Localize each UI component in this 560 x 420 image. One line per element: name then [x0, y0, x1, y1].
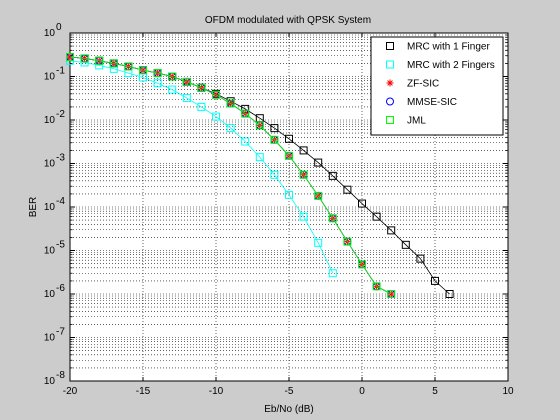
data-point-mrc-with-2-fingers: [255, 153, 264, 162]
y-tick-label: 10: [44, 246, 56, 257]
y-tick-exponent: -8: [56, 370, 65, 381]
data-point-mrc-with-1-finger: [401, 240, 410, 249]
x-axis-label: Eb/No (dB): [264, 404, 313, 415]
data-point-jml: [182, 77, 191, 86]
legend-item-zf-sic: ZF-SIC: [386, 79, 439, 90]
legend-label-mrc-with-2-fingers: MRC with 2 Fingers: [407, 60, 495, 71]
legend-label-mrc-with-1-finger: MRC with 1 Finger: [407, 42, 490, 53]
data-point-mrc-with-1-finger: [328, 171, 337, 180]
y-tick-label: 10: [44, 376, 56, 387]
data-point-jml: [153, 69, 162, 78]
data-point-mrc-with-2-fingers: [197, 102, 206, 111]
legend: MRC with 1 Finger MRC with 2 Fingers ZF-SI…: [370, 36, 504, 136]
data-point-mrc-with-1-finger: [270, 124, 279, 133]
y-tick-label: 10: [44, 289, 56, 300]
data-point-jml: [80, 54, 89, 63]
legend-item-mrc-with-1-finger: MRC with 1 Finger: [386, 42, 490, 53]
y-tick-exponent: -2: [56, 109, 65, 120]
data-point-jml: [168, 72, 177, 81]
x-tick-label: 5: [432, 386, 438, 397]
data-point-mrc-with-1-finger: [387, 226, 396, 235]
data-point-mrc-with-2-fingers: [212, 112, 220, 121]
data-point-mrc-with-2-fingers: [328, 269, 337, 278]
data-point-jml: [197, 83, 206, 92]
data-point-jml: [241, 109, 250, 118]
y-tick-exponent: -5: [56, 240, 65, 251]
legend-marker-mrc-with-2-fingers: [386, 60, 394, 69]
data-point-jml: [358, 260, 366, 269]
legend-item-mrc-with-2-fingers: MRC with 2 Fingers: [386, 60, 495, 71]
data-point-jml: [387, 290, 396, 298]
x-tick-label: 10: [502, 386, 514, 397]
y-tick-label: 10: [44, 28, 56, 39]
y-tick-label: 10: [44, 72, 56, 83]
y-tick-label: 10: [44, 333, 56, 344]
legend-label-zf-sic: ZF-SIC: [407, 79, 439, 90]
data-point-jml: [270, 135, 279, 144]
data-point-jml: [285, 151, 293, 160]
y-tick-exponent: -7: [56, 327, 65, 338]
x-tick-label: -20: [63, 386, 78, 397]
y-tick-exponent: -3: [56, 153, 65, 164]
x-tick-label: -5: [285, 386, 294, 397]
data-point-mrc-with-2-fingers: [270, 170, 279, 179]
data-point-mrc-with-2-fingers: [226, 124, 235, 133]
legend-label-jml: JML: [407, 116, 426, 127]
legend-marker-jml: [386, 116, 394, 124]
y-tick-exponent: -1: [56, 66, 65, 77]
y-tick-exponent: -6: [56, 283, 65, 294]
series-jml: [66, 53, 396, 298]
legend-item-mmse-sic: MMSE-SIC: [386, 97, 457, 108]
data-point-jml: [109, 59, 118, 68]
series-line-jml: [69, 56, 392, 295]
data-point-mrc-with-2-fingers: [153, 79, 162, 88]
legend-item-jml: JML: [386, 116, 426, 127]
data-point-mrc-with-1-finger: [343, 185, 352, 194]
data-point-jml: [66, 53, 74, 62]
y-tick-label: 10: [44, 115, 56, 126]
data-point-jml: [314, 191, 323, 200]
data-point-jml: [226, 99, 235, 108]
y-tick-label: 10: [44, 159, 56, 170]
legend-marker-mmse-sic: [386, 97, 394, 106]
x-tick-label: 0: [359, 386, 365, 397]
data-point-jml: [328, 214, 337, 223]
data-point-jml: [95, 56, 104, 65]
y-tick-exponent: -4: [56, 196, 65, 207]
legend-marker-mrc-with-1-finger: [386, 42, 394, 50]
y-tick-label: 10: [44, 202, 56, 213]
data-point-mrc-with-2-fingers: [168, 85, 177, 94]
data-point-jml: [124, 62, 133, 71]
data-point-mrc-with-2-fingers: [241, 137, 250, 146]
data-point-mrc-with-2-fingers: [314, 238, 323, 247]
chart-title: OFDM modulated with QPSK System: [205, 15, 371, 26]
data-point-mrc-with-1-finger: [299, 146, 308, 155]
axes: -20 -15 -10 -5 0 5 1010-810-710-610-510-410-31…: [44, 22, 514, 397]
data-point-mrc-with-1-finger: [431, 276, 439, 285]
data-point-jml: [139, 66, 147, 75]
data-point-mrc-with-1-finger: [445, 290, 454, 298]
data-point-mrc-with-2-fingers: [299, 212, 308, 221]
legend-label-mmse-sic: MMSE-SIC: [407, 97, 457, 108]
series-line-mrc-with-2-fingers: [69, 60, 334, 274]
data-point-mrc-with-1-finger: [358, 199, 366, 208]
legend-marker-zf-sic: [386, 79, 394, 87]
y-tick-exponent: 0: [56, 22, 62, 33]
data-point-mrc-with-2-fingers: [182, 94, 191, 103]
data-point-mrc-with-2-fingers: [285, 190, 293, 199]
x-tick-label: -15: [136, 386, 151, 397]
data-point-mrc-with-1-finger: [416, 254, 425, 263]
data-point-jml: [255, 121, 264, 130]
data-point-mrc-with-1-finger: [372, 212, 381, 221]
data-point-mrc-with-1-finger: [314, 158, 323, 167]
data-point-jml: [299, 170, 308, 179]
y-axis-label: BER: [28, 197, 39, 218]
data-point-jml: [343, 237, 352, 246]
data-point-jml: [372, 282, 381, 291]
x-tick-label: -10: [209, 386, 224, 397]
data-point-jml: [212, 90, 220, 99]
data-point-mrc-with-1-finger: [285, 134, 293, 143]
